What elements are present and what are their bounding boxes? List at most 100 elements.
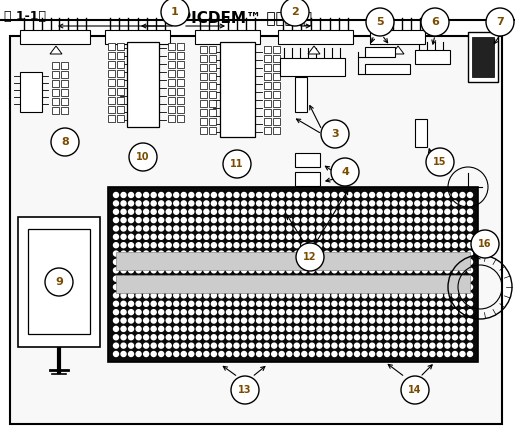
Circle shape (272, 343, 277, 348)
Circle shape (121, 268, 126, 273)
Bar (127, 42, 159, 127)
Circle shape (362, 193, 367, 198)
Circle shape (332, 217, 337, 223)
Circle shape (430, 293, 435, 298)
Circle shape (212, 209, 216, 214)
Circle shape (347, 310, 352, 315)
Circle shape (324, 226, 330, 231)
Circle shape (287, 343, 291, 348)
Circle shape (136, 268, 141, 273)
Circle shape (385, 351, 390, 357)
Text: 10: 10 (136, 152, 150, 162)
Circle shape (196, 301, 201, 306)
Circle shape (422, 351, 427, 357)
Circle shape (234, 234, 239, 239)
Circle shape (385, 259, 390, 264)
Circle shape (317, 259, 322, 264)
Circle shape (287, 243, 291, 248)
Circle shape (249, 326, 254, 332)
Circle shape (407, 293, 412, 298)
Bar (209, 82, 216, 89)
Bar (200, 127, 207, 134)
Circle shape (166, 310, 171, 315)
Circle shape (377, 193, 382, 198)
Circle shape (174, 268, 179, 273)
Circle shape (317, 201, 322, 206)
Circle shape (121, 259, 126, 264)
Circle shape (317, 268, 322, 273)
Circle shape (302, 326, 307, 332)
Circle shape (159, 243, 164, 248)
Circle shape (159, 351, 164, 357)
Circle shape (204, 326, 209, 332)
Circle shape (204, 276, 209, 281)
Circle shape (294, 243, 299, 248)
Circle shape (287, 251, 291, 256)
Circle shape (151, 293, 156, 298)
Circle shape (227, 276, 231, 281)
Circle shape (362, 293, 367, 298)
Circle shape (415, 285, 420, 290)
Circle shape (227, 301, 231, 306)
Circle shape (136, 318, 141, 323)
Bar (200, 55, 207, 62)
Circle shape (362, 259, 367, 264)
Bar (200, 64, 207, 71)
Circle shape (294, 351, 299, 357)
Circle shape (144, 335, 149, 340)
Bar (209, 127, 216, 134)
Circle shape (189, 209, 194, 214)
Circle shape (370, 201, 374, 206)
Bar (61, 80, 68, 87)
Circle shape (430, 234, 435, 239)
Circle shape (174, 201, 179, 206)
Circle shape (310, 326, 314, 332)
Circle shape (468, 234, 472, 239)
Circle shape (362, 343, 367, 348)
Circle shape (310, 285, 314, 290)
Circle shape (181, 351, 186, 357)
Bar (264, 127, 271, 134)
Circle shape (212, 217, 216, 223)
Circle shape (392, 201, 397, 206)
Circle shape (415, 243, 420, 248)
Circle shape (468, 193, 472, 198)
Circle shape (242, 301, 247, 306)
Circle shape (453, 351, 457, 357)
Circle shape (234, 301, 239, 306)
Circle shape (136, 226, 141, 231)
Circle shape (166, 201, 171, 206)
Circle shape (227, 318, 231, 323)
Bar (52, 89, 59, 96)
Circle shape (362, 251, 367, 256)
Circle shape (377, 335, 382, 340)
Circle shape (227, 293, 231, 298)
Circle shape (400, 234, 405, 239)
Circle shape (196, 243, 201, 248)
Circle shape (189, 335, 194, 340)
Bar (273, 91, 280, 98)
Circle shape (310, 351, 314, 357)
Circle shape (407, 217, 412, 223)
Circle shape (181, 301, 186, 306)
Circle shape (354, 234, 359, 239)
Circle shape (129, 326, 133, 332)
Circle shape (189, 251, 194, 256)
Circle shape (45, 268, 73, 296)
Bar (264, 109, 271, 116)
Circle shape (339, 251, 345, 256)
Circle shape (264, 335, 269, 340)
Circle shape (196, 343, 201, 348)
Circle shape (460, 268, 465, 273)
Circle shape (287, 226, 291, 231)
Circle shape (310, 343, 314, 348)
Bar (280, 58, 345, 76)
Circle shape (415, 268, 420, 273)
Circle shape (279, 276, 284, 281)
Circle shape (272, 209, 277, 214)
Circle shape (219, 301, 224, 306)
Circle shape (422, 251, 427, 256)
Circle shape (272, 234, 277, 239)
Circle shape (234, 201, 239, 206)
Circle shape (415, 217, 420, 223)
